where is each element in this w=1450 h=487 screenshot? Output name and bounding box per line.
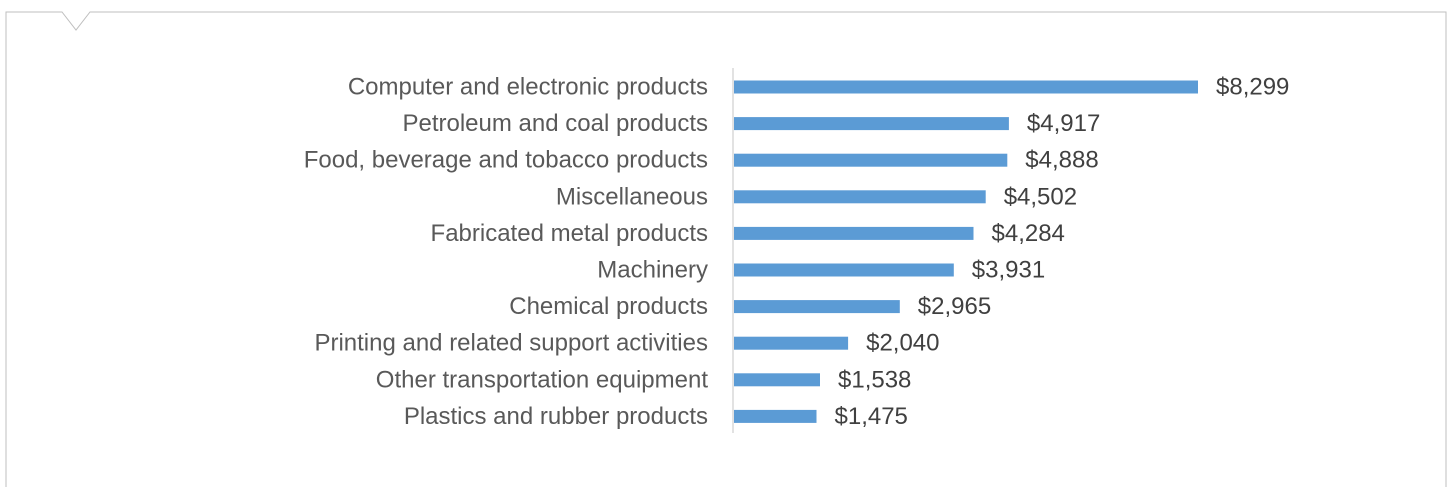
category-label: Fabricated metal products xyxy=(431,220,708,247)
value-label: $1,475 xyxy=(835,403,908,430)
category-label: Petroleum and coal products xyxy=(402,110,708,137)
category-label: Computer and electronic products xyxy=(348,74,708,101)
bar xyxy=(734,300,900,314)
value-label: $2,965 xyxy=(918,293,991,320)
bar xyxy=(734,190,986,204)
card-frame xyxy=(5,11,1447,487)
bars-group: Computer and electronic products $8,299 Pe… xyxy=(304,74,1290,430)
bar xyxy=(734,336,849,350)
bar xyxy=(734,80,1198,94)
value-label: $4,284 xyxy=(992,220,1065,247)
value-label: $8,299 xyxy=(1216,74,1289,101)
value-label: $4,888 xyxy=(1025,147,1098,174)
value-label: $1,538 xyxy=(838,366,911,393)
bar xyxy=(734,263,954,277)
category-label: Other transportation equipment xyxy=(376,366,709,393)
category-label: Plastics and rubber products xyxy=(404,403,708,430)
category-label: Food, beverage and tobacco products xyxy=(304,147,708,174)
value-label: $3,931 xyxy=(972,257,1045,284)
category-label: Machinery xyxy=(597,257,708,284)
bar xyxy=(734,117,1009,131)
bar xyxy=(734,373,820,387)
category-label: Printing and related support activities xyxy=(314,330,708,357)
bar xyxy=(734,409,817,423)
bar xyxy=(734,226,974,240)
category-label: Chemical products xyxy=(509,293,708,320)
category-label: Miscellaneous xyxy=(556,183,708,210)
value-label: $4,502 xyxy=(1004,183,1077,210)
value-label: $2,040 xyxy=(866,330,939,357)
value-label: $4,917 xyxy=(1027,110,1100,137)
bar xyxy=(734,153,1008,167)
